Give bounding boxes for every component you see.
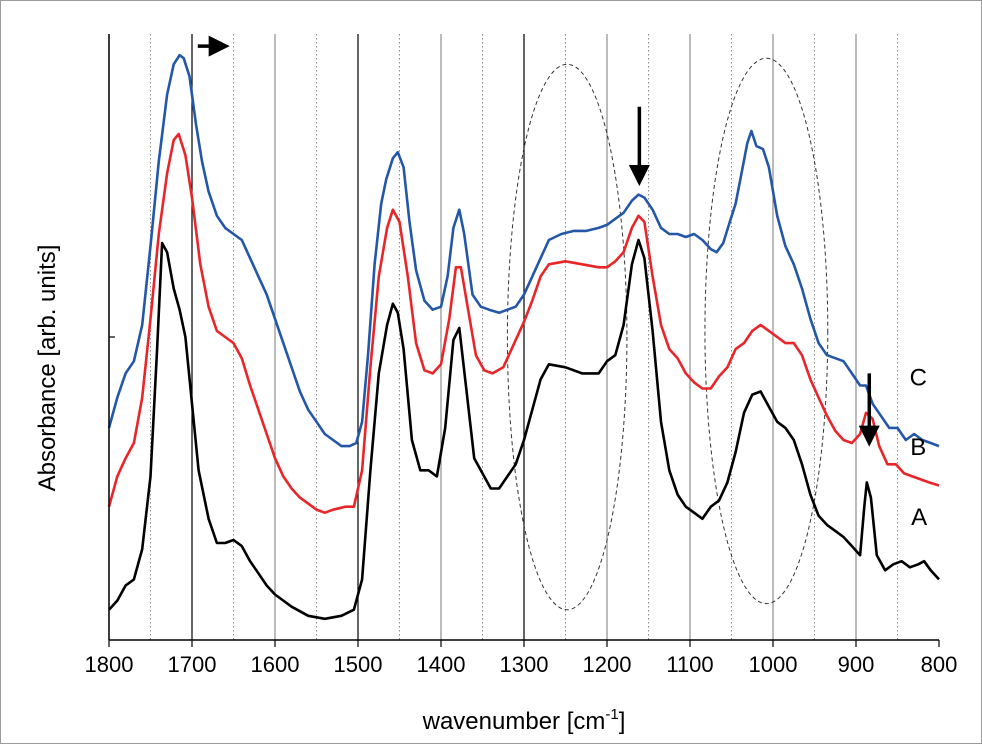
series-label-A: A (911, 504, 927, 531)
x-tick-label-1000: 1000 (749, 652, 798, 677)
highlight-ellipses (506, 57, 829, 611)
x-tick-label-1800: 1800 (85, 652, 134, 677)
x-axis-title-superscript: -1 (605, 706, 618, 723)
series-label-B: B (910, 434, 926, 461)
x-tick-label-1600: 1600 (251, 652, 300, 677)
highlight-ellipse-1 (506, 63, 628, 611)
x-tick-label-1500: 1500 (334, 652, 383, 677)
series-lines (107, 53, 940, 621)
x-tick-label-800: 800 (921, 652, 958, 677)
x-tick-labels: 1800 1700 1600 1500 1400 1300 1200 1100 1000 900 8… (85, 652, 958, 677)
x-axis-title: wavenumber [cm-1] (422, 706, 626, 735)
x-tick-label-1400: 1400 (417, 652, 466, 677)
annotation-arrows (197, 35, 880, 447)
axes (108, 34, 940, 647)
x-tick-label-1300: 1300 (500, 652, 549, 677)
series-labels: A B C (910, 364, 928, 530)
y-axis-title: Absorbance [arb. units] (34, 245, 61, 492)
highlight-ellipse-2 (704, 57, 829, 605)
series-line-C (107, 53, 940, 448)
x-tick-label-1200: 1200 (583, 652, 632, 677)
x-axis-title-main: wavenumber [cm (422, 708, 606, 735)
x-tick-label-1100: 1100 (666, 652, 713, 677)
x-tick-label-900: 900 (838, 652, 875, 677)
series-label-C: C (910, 364, 927, 391)
series-line-B (107, 132, 940, 514)
x-axis-title-close: ] (619, 708, 626, 735)
x-tick-label-1700: 1700 (168, 652, 217, 677)
series-line-A (108, 238, 940, 621)
